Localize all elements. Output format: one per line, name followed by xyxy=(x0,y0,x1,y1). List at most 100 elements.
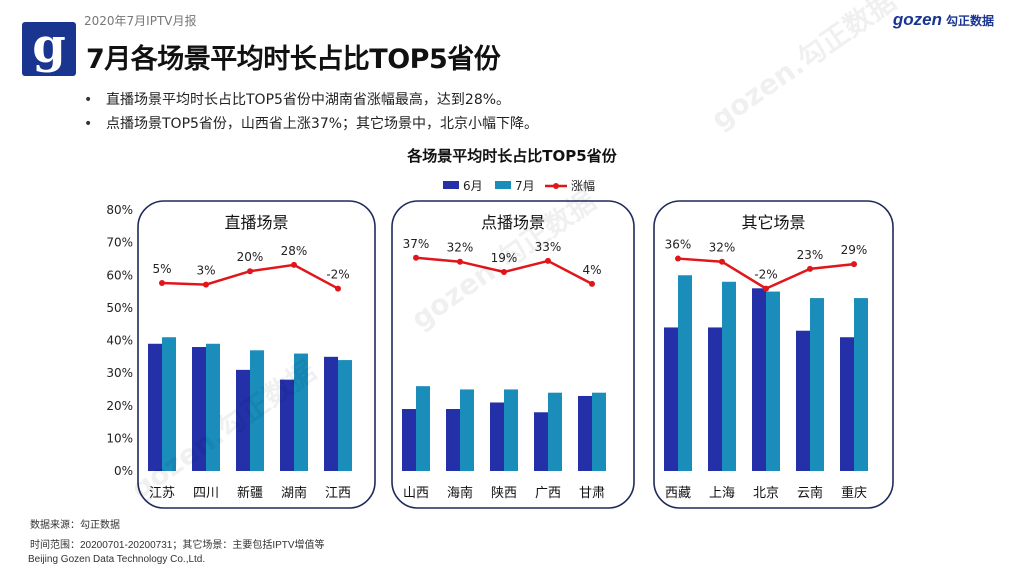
brand-cn: 勾正数据 xyxy=(945,13,994,28)
page-title: 7月各场景平均时长占比TOP5省份 xyxy=(86,44,501,75)
bar-june xyxy=(446,409,460,471)
growth-marker xyxy=(413,254,419,261)
bar-july xyxy=(294,353,308,471)
legend-swatch-june xyxy=(443,181,459,189)
panel-frame xyxy=(653,200,894,509)
bar-july xyxy=(460,389,474,471)
brand-logo: gozen 勾正数据 xyxy=(893,10,994,30)
panel-frame xyxy=(391,200,635,509)
growth-marker xyxy=(457,258,463,265)
x-tick-label: 江苏 xyxy=(149,485,175,501)
bar-june xyxy=(490,402,504,471)
bar-june xyxy=(534,412,548,471)
growth-marker xyxy=(763,285,769,292)
bar-july xyxy=(592,392,606,471)
y-tick-label: 10% xyxy=(106,431,133,445)
y-tick-label: 0% xyxy=(114,464,133,478)
x-tick-label: 山西 xyxy=(403,486,429,501)
chart-title: 各场景平均时长占比TOP5省份 xyxy=(406,147,617,165)
bar-july xyxy=(206,343,220,471)
x-tick-label: 新疆 xyxy=(237,485,263,501)
growth-marker xyxy=(203,281,209,288)
growth-marker xyxy=(589,280,595,287)
bar-june xyxy=(192,347,206,471)
y-tick-label: 70% xyxy=(106,236,133,250)
growth-data-label: 32% xyxy=(709,241,736,255)
panel-frame xyxy=(137,200,376,509)
report-label: 2020年7月IPTV月报 xyxy=(84,14,197,28)
logo-letter: g xyxy=(32,18,66,74)
legend-marker-growth xyxy=(553,183,559,189)
growth-marker xyxy=(291,261,297,268)
bar-june xyxy=(324,356,338,471)
bar-june xyxy=(752,288,766,471)
growth-marker xyxy=(719,258,725,265)
growth-data-label: 28% xyxy=(281,244,308,258)
brand-latin: gozen xyxy=(892,10,942,29)
x-tick-label: 甘肃 xyxy=(579,486,605,501)
growth-data-label: 37% xyxy=(403,237,430,251)
growth-data-label: 5% xyxy=(152,262,171,276)
bullet-item: 直播场景平均时长占比TOP5省份中湖南省涨幅最高，达到28%。 xyxy=(84,88,538,112)
bar-june xyxy=(840,337,854,471)
y-tick-label: 50% xyxy=(106,301,133,315)
gozen-logo-badge: g xyxy=(22,22,76,76)
x-tick-label: 海南 xyxy=(447,485,473,501)
bar-july xyxy=(678,275,692,471)
x-tick-label: 北京 xyxy=(753,486,779,501)
growth-marker xyxy=(851,261,857,268)
growth-data-label: 19% xyxy=(491,251,518,265)
footer-company: Beijing Gozen Data Technology Co.,Ltd. xyxy=(28,554,206,565)
x-tick-label: 上海 xyxy=(709,486,735,501)
growth-data-label: 20% xyxy=(237,250,264,264)
x-tick-label: 陕西 xyxy=(491,486,517,501)
x-tick-label: 江西 xyxy=(325,486,351,501)
footer-period: 时间范围：20200701-20200731；其它场景：主要包括IPTV增值等 xyxy=(30,540,325,551)
growth-data-label: 33% xyxy=(535,240,562,254)
bar-july xyxy=(810,298,824,471)
bar-july xyxy=(250,350,264,471)
x-tick-label: 四川 xyxy=(193,486,219,501)
bar-july xyxy=(722,281,736,471)
x-tick-label: 西藏 xyxy=(665,486,691,501)
bullet-item: 点播场景TOP5省份，山西省上涨37%；其它场景中，北京小幅下降。 xyxy=(84,112,538,136)
x-tick-label: 重庆 xyxy=(841,485,867,501)
legend-label-growth: 涨幅 xyxy=(571,178,595,193)
growth-data-label: 29% xyxy=(841,243,868,257)
growth-marker xyxy=(545,257,551,264)
growth-marker xyxy=(807,265,813,272)
growth-marker xyxy=(675,255,681,262)
growth-data-label: 32% xyxy=(447,241,474,255)
panel-title: 点播场景 xyxy=(481,213,545,232)
bar-june xyxy=(578,395,592,471)
bar-june xyxy=(280,379,294,471)
bar-july xyxy=(548,392,562,471)
legend-swatch-july xyxy=(495,181,511,189)
y-tick-label: 60% xyxy=(106,268,133,282)
bar-july xyxy=(416,386,430,471)
bar-june xyxy=(402,409,416,471)
bar-june xyxy=(796,330,810,471)
bar-july xyxy=(854,298,868,471)
growth-marker xyxy=(501,268,507,275)
growth-data-label: 36% xyxy=(665,238,692,252)
legend-label-july: 7月 xyxy=(515,179,535,193)
growth-data-label: -2% xyxy=(754,268,777,282)
y-tick-label: 40% xyxy=(106,334,133,348)
bar-june xyxy=(664,327,678,471)
panel-title: 其它场景 xyxy=(741,213,805,232)
watermark-gozen: gozen.勾正数据 xyxy=(705,0,902,136)
growth-data-label: 4% xyxy=(582,263,601,277)
y-tick-label: 30% xyxy=(106,366,133,380)
growth-marker xyxy=(159,280,165,287)
summary-bullets: 直播场景平均时长占比TOP5省份中湖南省涨幅最高，达到28%。 点播场景TOP5… xyxy=(84,88,538,136)
x-tick-label: 云南 xyxy=(797,485,823,501)
bar-july xyxy=(766,291,780,471)
growth-data-label: -2% xyxy=(326,268,349,282)
x-tick-label: 湖南 xyxy=(281,485,307,501)
y-tick-label: 80% xyxy=(106,203,133,217)
bar-june xyxy=(148,343,162,471)
growth-data-label: 23% xyxy=(797,248,824,262)
bar-july xyxy=(162,337,176,471)
